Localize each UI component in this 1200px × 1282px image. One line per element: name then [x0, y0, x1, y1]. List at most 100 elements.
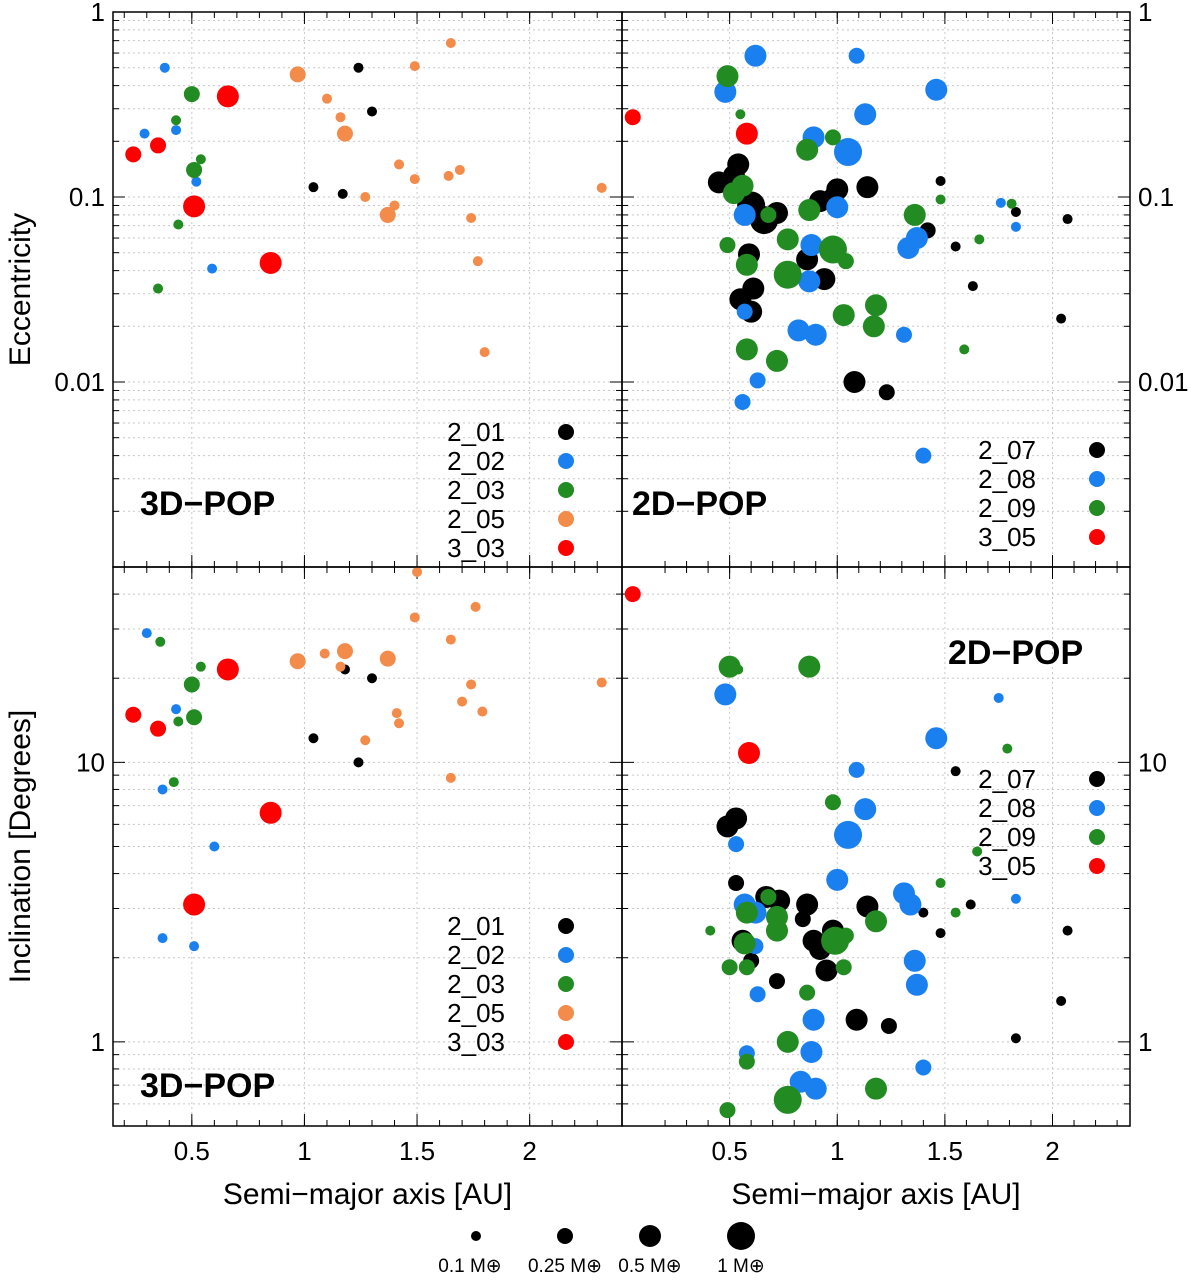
data-point — [1062, 925, 1073, 936]
x-tick-label: 1.5 — [927, 1136, 963, 1166]
data-point — [837, 253, 854, 270]
data-point — [409, 612, 420, 623]
data-point — [1006, 198, 1017, 209]
legend-label: 2_05 — [447, 998, 505, 1028]
x-tick-label: 1.5 — [399, 1136, 435, 1166]
data-point — [125, 706, 142, 723]
data-point — [1056, 313, 1067, 324]
legend-marker — [558, 1034, 574, 1050]
data-point — [216, 658, 239, 681]
data-point — [800, 234, 823, 257]
panel-bottom-right: 10 1 0.5 1 1.5 2 Semi−major axis [AU] 2D−POP 2_0… — [621, 566, 1167, 1211]
data-point — [159, 62, 170, 73]
data-point — [776, 228, 799, 251]
data-point — [967, 281, 978, 292]
data-point — [150, 720, 167, 737]
series-3_05 — [624, 109, 758, 145]
x-tick-label: 0.5 — [174, 1136, 210, 1166]
data-point — [335, 661, 346, 672]
data-point — [308, 182, 319, 193]
grid — [113, 12, 622, 568]
data-point — [865, 910, 887, 933]
data-point — [995, 197, 1006, 208]
series-2_05 — [289, 566, 607, 783]
data-point — [183, 893, 206, 916]
data-point — [209, 841, 220, 852]
data-point — [895, 326, 912, 343]
data-point — [173, 716, 184, 727]
legend-label: 2_05 — [447, 504, 505, 534]
data-point — [443, 170, 454, 181]
data-point — [935, 194, 946, 205]
grid — [622, 566, 1130, 1127]
panel-top-left: 1 0.1 0.01 Eccentricity 3D−POP 2_012_022_032_… — [4, 0, 623, 568]
series-3_05 — [624, 586, 760, 765]
data-point — [796, 893, 819, 916]
data-point — [798, 199, 821, 222]
y-axis-title: Inclination [Degrees] — [4, 710, 37, 984]
x-tick-label: 1 — [830, 1136, 844, 1166]
data-point — [865, 294, 887, 317]
y-tick-label-right: 0.01 — [1138, 367, 1189, 397]
series-2_03 — [153, 86, 206, 294]
data-point — [773, 260, 802, 289]
data-point — [139, 128, 150, 139]
data-point — [125, 146, 142, 163]
data-point — [950, 766, 961, 777]
data-point — [760, 206, 777, 223]
data-point — [918, 907, 929, 918]
data-point — [865, 1077, 887, 1100]
data-point — [195, 661, 206, 672]
data-point — [935, 928, 946, 939]
legend-label: 2_08 — [978, 793, 1036, 823]
panel-bottom-left: 10 1 0.5 1 1.5 2 Semi−major axis [AU] Inclinati… — [4, 566, 623, 1211]
data-point — [1010, 893, 1021, 904]
data-point — [337, 188, 348, 199]
data-point — [289, 66, 306, 83]
data-point — [336, 643, 353, 660]
size-legend-label: 0.1 M⊕ — [438, 1256, 501, 1277]
series-2_03 — [155, 636, 206, 788]
data-point — [173, 219, 184, 230]
y-tick-label: 0.01 — [54, 367, 105, 397]
y-axis-title: Eccentricity — [4, 213, 37, 366]
panel-tag: 3D−POP — [140, 1067, 275, 1105]
data-point — [189, 941, 200, 952]
data-point — [735, 253, 758, 276]
data-point — [335, 112, 346, 123]
data-point — [171, 115, 182, 126]
grid — [113, 566, 622, 1127]
data-point — [466, 212, 477, 223]
data-point — [862, 315, 885, 338]
data-point — [880, 1017, 897, 1034]
data-point — [835, 959, 852, 976]
data-points — [624, 586, 1073, 1119]
size-legend-label: 0.5 M⊕ — [618, 1256, 681, 1277]
data-point — [259, 251, 282, 274]
data-point — [749, 986, 766, 1003]
size-legend-marker — [727, 1222, 755, 1250]
x-tick-label: 0.5 — [712, 1136, 748, 1166]
data-point — [733, 932, 756, 955]
legend-label: 2_01 — [447, 911, 505, 941]
data-point — [367, 673, 378, 684]
data-point — [950, 907, 961, 918]
legend-marker — [558, 424, 574, 440]
data-point — [974, 234, 985, 245]
data-point — [716, 65, 739, 88]
size-legend-label: 1 M⊕ — [717, 1256, 765, 1277]
x-axis-title: Semi−major axis [AU] — [731, 1178, 1020, 1211]
data-point — [721, 959, 738, 976]
data-point — [837, 927, 854, 944]
size-legend-marker — [471, 1231, 481, 1241]
panel-tag: 2D−POP — [948, 634, 1083, 672]
data-point — [409, 61, 420, 72]
data-point — [470, 601, 481, 612]
series-2_01 — [308, 664, 378, 768]
legend-marker — [1089, 858, 1105, 874]
size-legend-marker — [557, 1228, 573, 1244]
legend-label: 2_09 — [978, 822, 1036, 852]
y-tick-label: 10 — [76, 747, 105, 777]
data-point — [171, 125, 182, 136]
